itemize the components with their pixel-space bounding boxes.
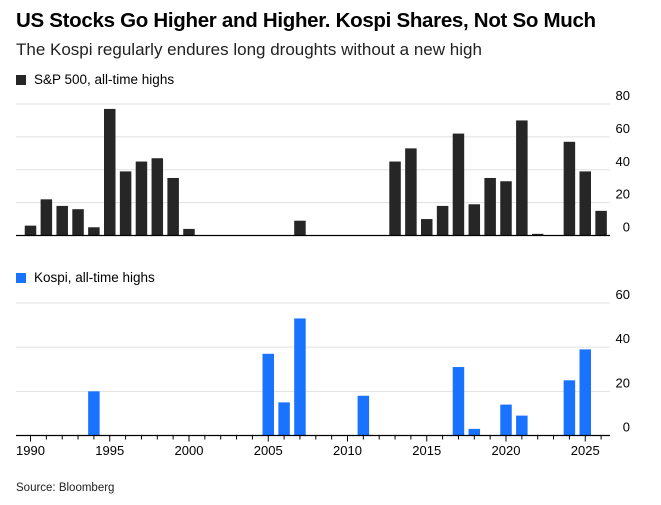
kospi-ytick-label: 60 bbox=[616, 287, 630, 302]
sp500-bar bbox=[389, 161, 401, 236]
sp500-bar bbox=[421, 219, 433, 236]
sp500-bar bbox=[104, 108, 116, 236]
sp500-bar bbox=[119, 171, 132, 236]
sp500-bar bbox=[484, 177, 496, 236]
sp500-ytick-label: 20 bbox=[616, 187, 630, 202]
sp500-bar bbox=[405, 148, 417, 236]
x-tick-label: 2000 bbox=[175, 443, 204, 458]
sp500-panel: 0 20 40 60 80 bbox=[16, 88, 630, 237]
kospi-panel: 0 20 40 60 bbox=[16, 287, 630, 437]
kospi-bar bbox=[579, 349, 591, 436]
sp500-bar bbox=[468, 204, 481, 236]
sp500-bar bbox=[151, 158, 164, 236]
kospi-ytick-label: 20 bbox=[616, 375, 630, 390]
sp500-ytick-label: 40 bbox=[616, 154, 630, 169]
legend-swatch-sp500 bbox=[16, 74, 26, 85]
sp500-ytick-label: 80 bbox=[616, 88, 630, 103]
kospi-bar bbox=[468, 428, 481, 436]
kospi-bar bbox=[294, 318, 306, 436]
chart-subtitle: The Kospi regularly endures long drought… bbox=[16, 40, 482, 59]
kospi-bar bbox=[500, 404, 512, 436]
sp500-bar bbox=[56, 205, 68, 236]
sp500-bar bbox=[579, 171, 591, 236]
kospi-ytick-label: 40 bbox=[616, 331, 630, 346]
legend-sp500: S&P 500, all-time highs bbox=[16, 72, 174, 87]
sp500-bar bbox=[40, 199, 53, 236]
kospi-bar bbox=[563, 380, 576, 436]
sp500-bar bbox=[595, 210, 607, 236]
kospi-bar bbox=[262, 353, 274, 436]
x-tick-label: 2005 bbox=[254, 443, 283, 458]
x-tick-label: 2025 bbox=[571, 443, 600, 458]
sp500-bar bbox=[436, 205, 449, 236]
sp500-bar bbox=[531, 233, 544, 236]
x-tick-label: 1995 bbox=[95, 443, 124, 458]
legend-label-kospi: Kospi, all-time highs bbox=[34, 270, 155, 285]
x-axis: 1990 1995 2000 2005 2010 2015 2020 2025 bbox=[16, 435, 602, 458]
sp500-bar bbox=[24, 225, 37, 236]
kospi-bar bbox=[88, 391, 100, 436]
x-tick-label: 2010 bbox=[333, 443, 362, 458]
x-tick-label: 2020 bbox=[492, 443, 521, 458]
sp500-bar bbox=[72, 209, 84, 236]
x-tick-label: 2015 bbox=[412, 443, 441, 458]
kospi-bar bbox=[516, 415, 528, 436]
source-note: Source: Bloomberg bbox=[16, 482, 115, 494]
sp500-bar bbox=[563, 141, 576, 236]
chart-title: US Stocks Go Higher and Higher. Kospi Sh… bbox=[16, 9, 596, 32]
legend-label-sp500: S&P 500, all-time highs bbox=[34, 72, 175, 87]
sp500-bar bbox=[294, 220, 306, 236]
sp500-bar bbox=[135, 161, 148, 236]
sp500-bar bbox=[516, 120, 528, 236]
sp500-ytick-label: 60 bbox=[616, 121, 630, 136]
sp500-bar bbox=[452, 133, 465, 236]
sp500-bar bbox=[88, 227, 100, 236]
sp500-bar bbox=[183, 228, 195, 236]
sp500-bar bbox=[500, 181, 512, 236]
sp500-bar bbox=[167, 177, 179, 236]
kospi-ytick-label: 0 bbox=[623, 420, 630, 435]
kospi-bar bbox=[278, 402, 290, 436]
sp500-ytick-label: 0 bbox=[623, 220, 630, 235]
kospi-bar bbox=[357, 395, 370, 436]
x-tick-label: 1990 bbox=[16, 443, 45, 458]
legend-kospi: Kospi, all-time highs bbox=[16, 270, 155, 285]
kospi-bar bbox=[452, 367, 465, 436]
legend-swatch-kospi bbox=[16, 272, 26, 283]
